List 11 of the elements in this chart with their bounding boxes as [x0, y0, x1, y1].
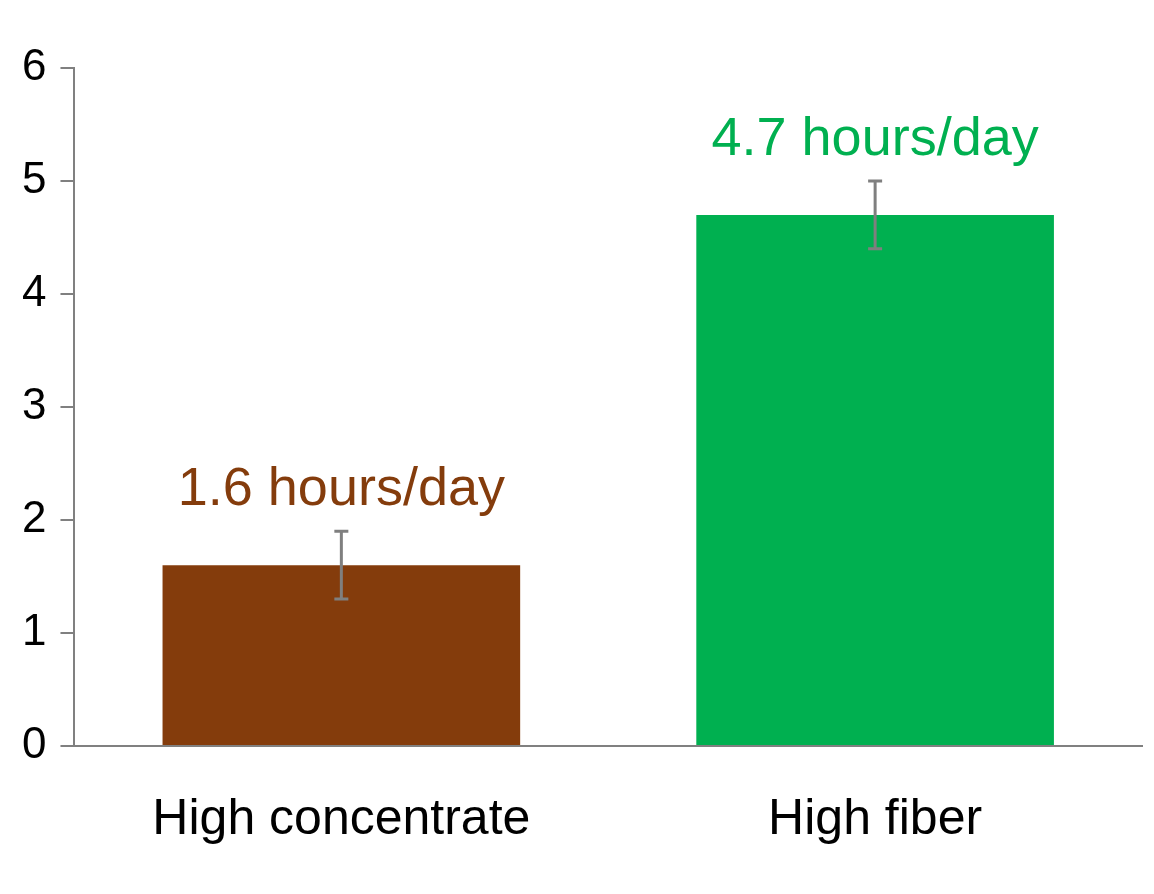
y-tick-label: 5 — [21, 153, 47, 203]
x-tick-label: High fiber — [768, 788, 983, 845]
data-label: 1.6 hours/day — [177, 456, 505, 517]
y-tick-label: 1 — [21, 605, 47, 655]
y-tick-label: 4 — [21, 266, 47, 316]
x-tick-label: High concentrate — [152, 788, 531, 845]
y-tick-label: 0 — [21, 718, 47, 768]
y-tick-label: 2 — [21, 492, 47, 542]
y-tick-label: 3 — [21, 379, 47, 429]
y-tick-label: 6 — [21, 40, 47, 90]
data-label: 4.7 hours/day — [711, 105, 1039, 166]
